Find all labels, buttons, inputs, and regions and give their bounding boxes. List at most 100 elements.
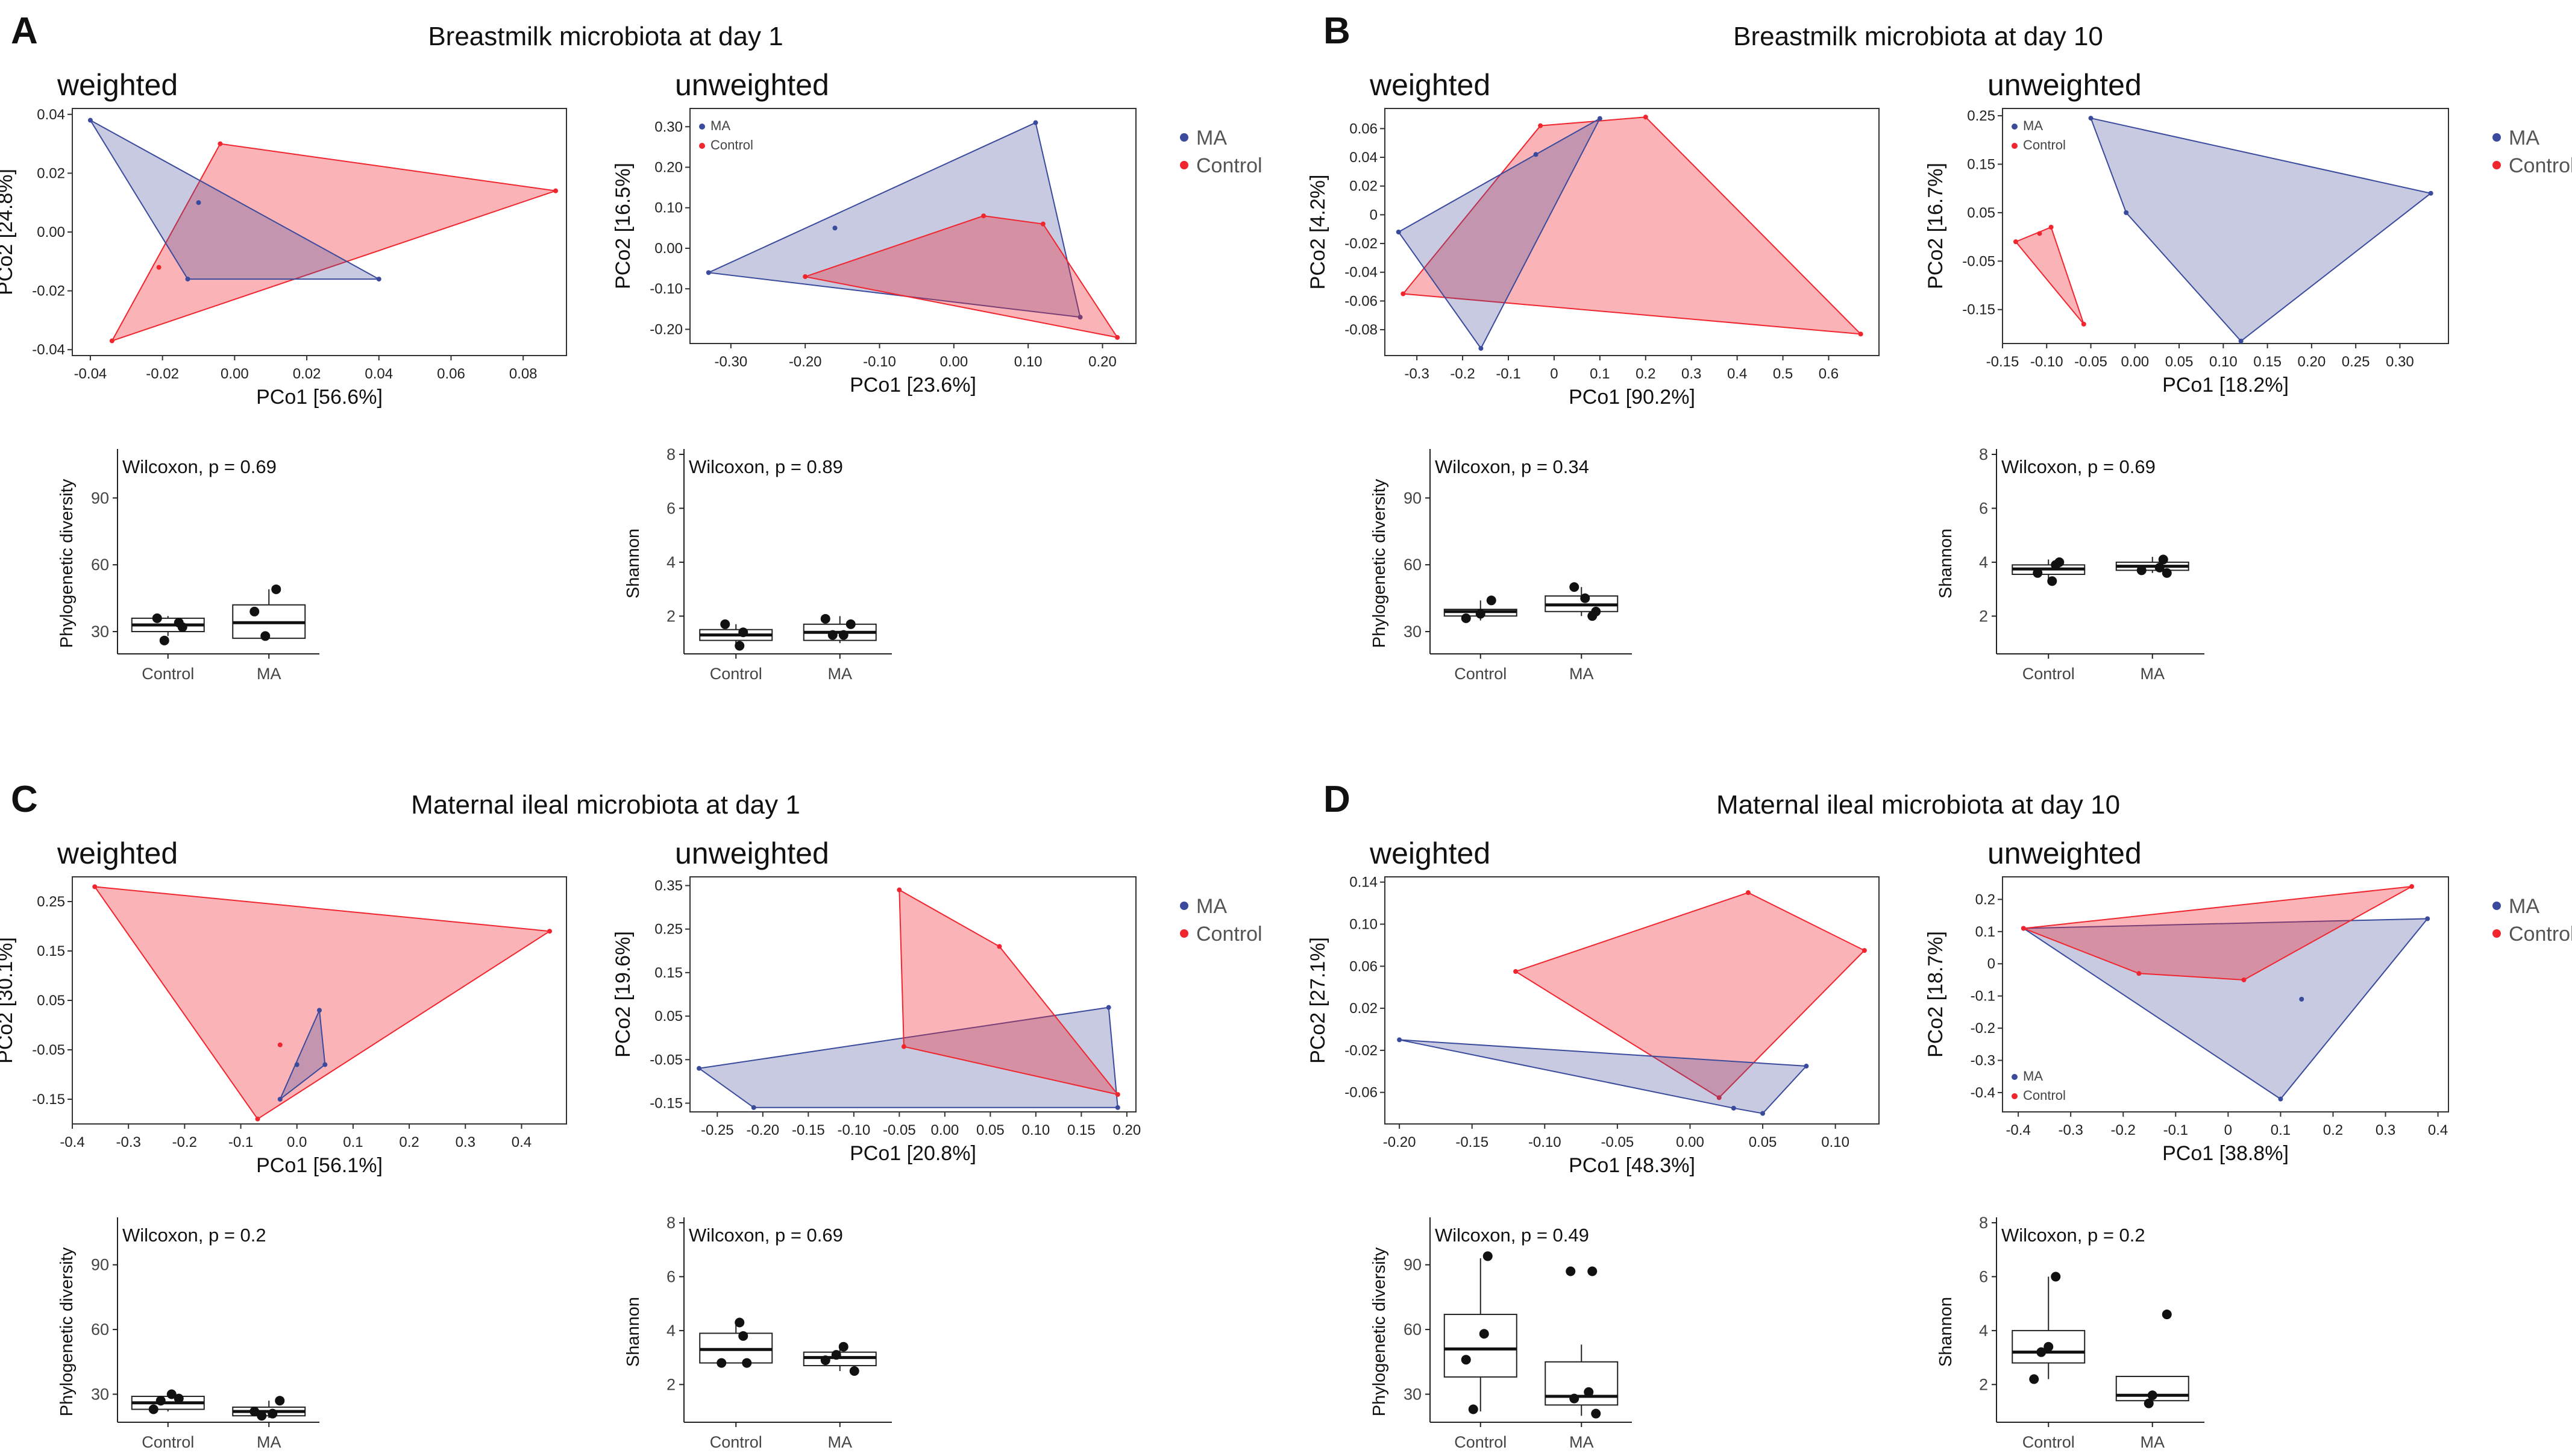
data-point-control xyxy=(1716,1095,1722,1100)
boxplot-phylogenetic-diversity: 30 60 90 Wilcoxon, p = 0.34 Phylogenetic div… xyxy=(1370,449,1632,683)
x-tick-label: 0.10 xyxy=(1014,354,1043,370)
y-tick-label: 8 xyxy=(667,445,676,463)
x-tick-label: -0.25 xyxy=(701,1122,734,1138)
y-axis-label: PCo2 [24.8%] xyxy=(0,169,17,295)
x-tick-label: -0.10 xyxy=(1528,1134,1561,1150)
data-point xyxy=(838,1341,848,1352)
data-point-ma xyxy=(1397,1037,1402,1043)
data-point xyxy=(738,627,748,638)
boxplot-phylogenetic-diversity: 30 60 90 Wilcoxon, p = 0.2 Phylogenetic dive… xyxy=(57,1217,319,1451)
data-point xyxy=(1587,1266,1598,1276)
legend-marker xyxy=(699,124,705,130)
y-tick-label: 0.25 xyxy=(37,894,65,910)
data-point-ma xyxy=(1804,1064,1809,1069)
legend-marker-control xyxy=(1180,929,1188,938)
x-tick-label: 0.25 xyxy=(2342,354,2370,370)
data-point-ma xyxy=(1396,230,1401,234)
y-tick-label: 0.05 xyxy=(37,993,65,1009)
panel-title: Maternal ileal microbiota at day 1 xyxy=(411,790,800,820)
boxplot-phylogenetic-diversity: 30 60 90 Wilcoxon, p = 0.49 Phylogenetic div… xyxy=(1370,1217,1632,1451)
data-point xyxy=(1486,595,1496,606)
y-tick-label: 0.00 xyxy=(654,240,683,257)
box-control xyxy=(1443,1314,1517,1378)
y-tick-label: 2 xyxy=(667,1375,676,1393)
data-point xyxy=(2162,1310,2172,1320)
x-tick-label: 0.4 xyxy=(1727,366,1747,382)
y-tick-label: 0 xyxy=(1987,956,1995,972)
data-point-control xyxy=(901,1044,906,1049)
y-tick-label: 0.1 xyxy=(1975,924,1995,940)
data-point-ma xyxy=(277,1097,283,1102)
legend-marker xyxy=(2012,124,2018,130)
data-point-control xyxy=(1862,948,1867,953)
x-tick-label: 0.04 xyxy=(365,366,393,382)
data-point-control xyxy=(2409,884,2415,890)
data-point xyxy=(1591,1408,1601,1419)
x-tick-label: -0.3 xyxy=(1404,366,1429,382)
y-tick-label: 30 xyxy=(91,623,109,641)
y-axis-label: PCo2 [27.1%] xyxy=(1306,937,1329,1064)
data-point-control xyxy=(1538,123,1543,128)
box-ma xyxy=(1545,1361,1619,1406)
data-point-ma xyxy=(1033,120,1038,125)
data-point-control xyxy=(255,1116,260,1122)
pcoa-legend: MA Control xyxy=(2492,895,2572,946)
data-point-ma xyxy=(2299,997,2304,1002)
y-axis-label: Phylogenetic diversity xyxy=(1370,479,1389,648)
data-point-ma xyxy=(2278,1096,2283,1102)
y-axis-label: Shannon xyxy=(1936,1297,1956,1367)
y-tick-label: 0.00 xyxy=(37,224,65,240)
legend-marker xyxy=(2012,143,2018,149)
x-tick-label: MA xyxy=(828,1433,853,1451)
data-point-control xyxy=(1513,969,1519,974)
x-tick-label: 0.06 xyxy=(437,366,465,382)
x-tick-label: Control xyxy=(142,1433,194,1451)
legend-marker-ma xyxy=(2492,133,2501,142)
data-point-control xyxy=(2048,225,2054,230)
panel-letter: B xyxy=(1323,10,1350,52)
data-point xyxy=(845,619,856,629)
pcoa-subtitle: unweighted xyxy=(1987,68,2142,102)
data-point xyxy=(738,1331,748,1341)
data-point xyxy=(2154,562,2165,573)
pcoa-weighted: weighted -0.4 -0.3 -0.2 -0.1 0.0 0.1 0.2 0.3 0.4 -… xyxy=(0,836,567,1177)
y-tick-label: 0.14 xyxy=(1349,874,1378,891)
y-tick-label: 90 xyxy=(91,489,109,507)
legend-marker-control xyxy=(2492,161,2501,169)
x-tick-label: 0.3 xyxy=(2376,1122,2395,1138)
y-tick-label: 2 xyxy=(1979,607,1988,625)
data-point-control xyxy=(1040,221,1046,227)
data-point-ma xyxy=(1478,346,1484,351)
x-tick-label: MA xyxy=(2141,665,2165,683)
pcoa-unweighted: unweighted -0.15 -0.10 -0.05 0.00 0.05 0.10 0.1… xyxy=(1924,68,2449,397)
y-axis-label: Shannon xyxy=(624,1297,643,1367)
x-tick-label: -0.20 xyxy=(789,354,822,370)
legend-label-ma: MA xyxy=(1196,127,1227,149)
hull-ma xyxy=(706,122,1081,318)
data-point-control xyxy=(2136,971,2142,976)
y-tick-label: 0 xyxy=(1370,207,1378,223)
data-point-control xyxy=(981,213,986,219)
data-point-control xyxy=(1115,334,1120,340)
x-tick-label: 0.1 xyxy=(2271,1122,2291,1138)
x-tick-label: -0.1 xyxy=(2163,1122,2188,1138)
x-tick-label: 0.0 xyxy=(287,1134,307,1150)
boxplot-phylogenetic-diversity: 30 60 90 Wilcoxon, p = 0.69 Phylogenetic div… xyxy=(57,449,319,683)
x-tick-label: -0.2 xyxy=(1450,366,1475,382)
data-point-ma xyxy=(1760,1111,1766,1116)
data-point xyxy=(2043,1341,2054,1352)
y-tick-label: -0.04 xyxy=(1344,265,1378,281)
pcoa-subtitle: weighted xyxy=(1369,68,1490,102)
x-tick-label: 0.15 xyxy=(1067,1122,1096,1138)
legend-label: MA xyxy=(2023,1068,2043,1084)
x-tick-label: -0.20 xyxy=(1383,1134,1416,1150)
data-point xyxy=(1587,611,1598,621)
x-tick-label: 0.00 xyxy=(2121,354,2149,370)
data-point xyxy=(148,1404,158,1414)
y-tick-label: -0.06 xyxy=(1344,293,1378,309)
x-tick-label: -0.02 xyxy=(146,366,179,382)
data-point xyxy=(1566,1266,1576,1276)
y-tick-label: -0.10 xyxy=(650,281,683,297)
pcoa-subtitle: weighted xyxy=(1369,836,1490,870)
